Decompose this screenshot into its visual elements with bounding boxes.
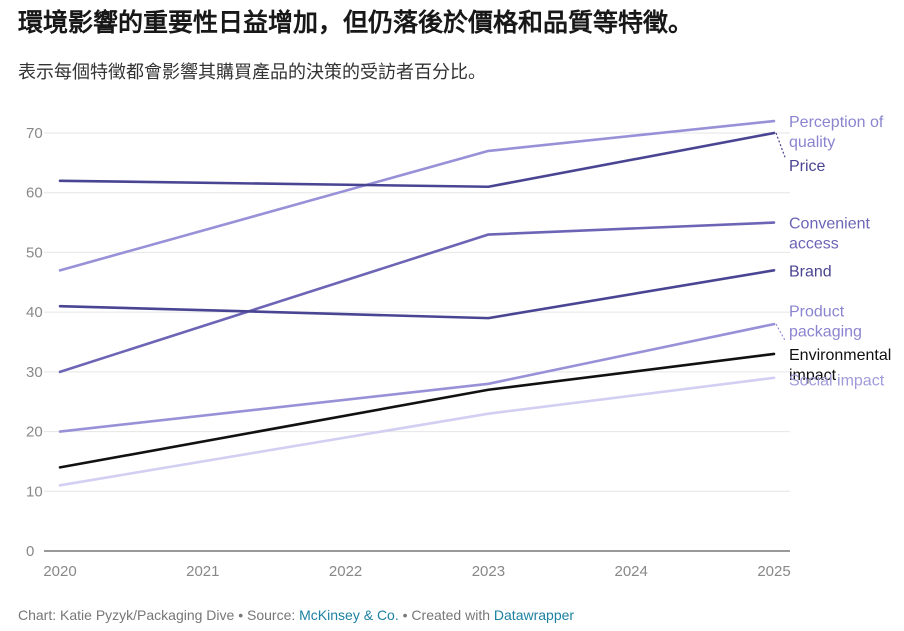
series-label: Product — [789, 303, 845, 320]
series-label: Social impact — [789, 373, 885, 390]
x-tick-label: 2025 — [757, 563, 790, 580]
series-line — [58, 322, 776, 433]
series-line — [58, 119, 776, 272]
label-leader-line — [775, 132, 786, 158]
series-line — [58, 352, 776, 469]
x-tick-label: 2020 — [43, 563, 76, 580]
series-label: packaging — [789, 323, 862, 340]
chart-footer: Chart: Katie Pyzyk/Packaging Dive • Sour… — [18, 607, 574, 623]
chart-title: 環境影響的重要性日益增加，但仍落後於價格和品質等特徵。 — [18, 8, 694, 37]
footer-credit: Chart: Katie Pyzyk/Packaging Dive • Sour… — [18, 607, 300, 623]
source-link[interactable]: McKinsey & Co. — [299, 607, 399, 623]
line-chart: 0 10 20 30 40 50 60 70 2020 2021 2022 2023 2024 2025 P… — [26, 114, 891, 580]
series-label: Environmental — [789, 347, 891, 364]
series-label: access — [789, 236, 839, 253]
series-label: Brand — [789, 263, 832, 280]
series-label: impact — [789, 367, 837, 384]
series-line — [58, 376, 776, 487]
y-tick-label: 30 — [26, 364, 43, 381]
series-label: Price — [789, 158, 826, 175]
y-tick-label: 10 — [26, 483, 43, 500]
y-tick-label: 0 — [26, 543, 34, 560]
x-tick-label: 2023 — [472, 563, 505, 580]
y-tick-label: 60 — [26, 185, 43, 202]
series-label: quality — [789, 134, 835, 151]
footer-created-with: • Created with — [398, 607, 494, 623]
datawrapper-link[interactable]: Datawrapper — [493, 607, 575, 623]
series-line — [58, 269, 776, 320]
series-label: Perception of — [789, 114, 884, 131]
label-leader-line — [775, 323, 786, 341]
y-tick-label: 70 — [26, 125, 43, 142]
y-tick-label: 20 — [26, 424, 43, 441]
series-label: Convenient — [789, 216, 871, 233]
x-tick-label: 2024 — [615, 563, 648, 580]
chart-subtitle: 表示每個特徵都會影響其購買產品的決策的受訪者百分比。 — [18, 62, 486, 83]
series-line — [58, 221, 776, 374]
y-tick-label: 40 — [26, 304, 43, 321]
y-tick-label: 50 — [26, 244, 43, 261]
x-tick-label: 2022 — [329, 563, 362, 580]
series-line — [58, 131, 776, 189]
x-tick-label: 2021 — [186, 563, 219, 580]
